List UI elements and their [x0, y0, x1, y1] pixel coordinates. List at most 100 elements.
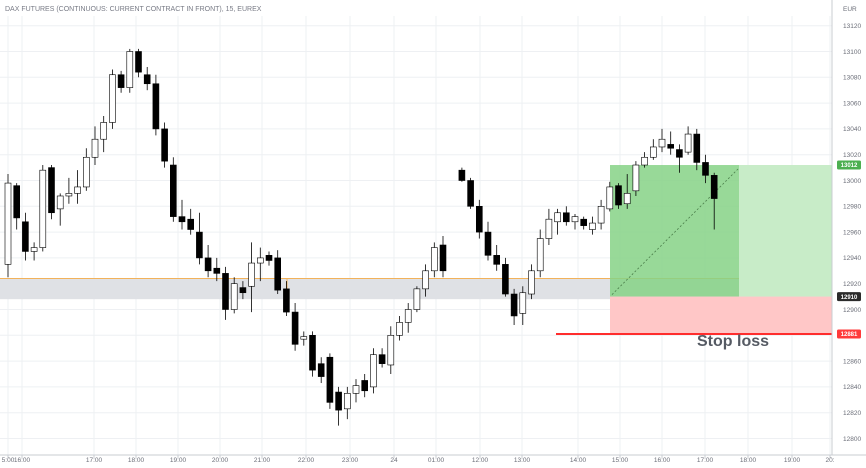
- y-tick-label: 12980: [843, 204, 861, 211]
- candle-body: [239, 287, 247, 294]
- candle-body: [378, 354, 386, 364]
- y-tick-label: 12900: [843, 307, 861, 314]
- candle-body: [317, 363, 325, 377]
- candle-body: [56, 195, 64, 210]
- candle-body: [493, 255, 501, 265]
- candle-body: [309, 334, 316, 371]
- candle-body: [676, 149, 683, 158]
- candle-body: [65, 193, 73, 197]
- candle-body: [510, 293, 518, 317]
- candle-body: [404, 309, 412, 323]
- candle-body: [623, 193, 631, 205]
- candle-body: [352, 385, 360, 394]
- candle-body: [413, 288, 421, 310]
- candle-body: [641, 156, 648, 166]
- candle-body: [467, 180, 474, 207]
- x-tick-label: 15:00: [612, 457, 629, 464]
- x-tick-label: 13:00: [514, 457, 531, 464]
- y-tick-label: 13100: [843, 49, 861, 56]
- x-tick-label: 16:00: [654, 457, 671, 464]
- candle-body: [693, 133, 701, 163]
- x-tick-label: 18:00: [740, 457, 757, 464]
- candle-body: [300, 336, 308, 340]
- candle-body: [283, 288, 290, 313]
- x-tick-label: 17:00: [86, 457, 103, 464]
- candles: [4, 48, 718, 426]
- candle-body: [580, 218, 588, 226]
- candle-body: [22, 221, 29, 252]
- candle-body: [83, 156, 90, 188]
- y-tick-label: 12860: [843, 358, 861, 365]
- y-tick-label: 13080: [843, 75, 861, 82]
- x-tick-label: 16:00: [14, 457, 31, 464]
- candle-body: [213, 267, 221, 274]
- candle-body: [502, 264, 509, 295]
- candle-body: [370, 354, 377, 388]
- candle-body: [589, 222, 596, 230]
- y-tick-label: 12820: [843, 410, 861, 417]
- candle-body: [230, 283, 238, 310]
- x-tick-label: 5:00: [2, 457, 15, 464]
- x-tick-label: 20:00: [212, 457, 229, 464]
- x-tick-label: 19:00: [784, 457, 801, 464]
- profit-zone-light: [739, 165, 832, 297]
- candle-body: [343, 393, 351, 410]
- candle-body: [126, 51, 134, 88]
- candle-body: [615, 185, 622, 206]
- candle-body: [702, 162, 709, 176]
- candle-body: [265, 255, 273, 261]
- candle-body: [30, 247, 38, 252]
- candle-body: [562, 212, 570, 223]
- candle-body: [170, 164, 177, 217]
- x-tick-label: 12:00: [472, 457, 489, 464]
- currency-label: EUR: [843, 6, 857, 13]
- price-axis[interactable]: 1280012820128401286012880129001292012940…: [837, 23, 861, 443]
- y-tick-label: 13040: [843, 126, 861, 133]
- x-tick-label: 18:00: [128, 457, 145, 464]
- y-tick-label: 13060: [843, 100, 861, 107]
- x-tick-label: 22:00: [298, 457, 315, 464]
- candle-body: [135, 51, 142, 73]
- stop-price-badge-label: 12881: [841, 332, 858, 338]
- candle-body: [536, 238, 544, 272]
- x-tick-label: 20:: [825, 457, 834, 464]
- time-axis[interactable]: 5:00 16:00 17:00 18:00 19:00 20:00 21:00 22:00 2…: [2, 455, 835, 464]
- candle-body: [361, 380, 369, 392]
- candle-body: [439, 244, 447, 272]
- candle-body: [484, 231, 492, 256]
- x-tick-label: 24: [390, 457, 398, 464]
- candle-body: [545, 218, 553, 239]
- stop-loss-annotation: Stop loss: [697, 333, 769, 350]
- candle-body: [91, 138, 99, 158]
- candle-body: [48, 167, 55, 214]
- candle-body: [519, 292, 527, 314]
- x-tick-label: 17:00: [697, 457, 714, 464]
- y-tick-label: 13000: [843, 178, 861, 185]
- x-tick-label: 14:00: [570, 457, 587, 464]
- candle-body: [475, 206, 483, 233]
- y-tick-label: 12940: [843, 255, 861, 262]
- entry-price-badge: [837, 292, 861, 302]
- candle-body: [109, 74, 116, 123]
- candle-body: [335, 391, 342, 411]
- loss-zone: [610, 296, 832, 335]
- y-tick-label: 12840: [843, 384, 861, 391]
- candle-body: [291, 311, 299, 345]
- candle-body: [458, 169, 466, 181]
- candle-body: [684, 133, 692, 153]
- candle-body: [39, 169, 47, 248]
- y-tick-label: 13020: [843, 152, 861, 159]
- x-tick-label: 23:00: [342, 457, 359, 464]
- candle-body: [100, 122, 107, 140]
- y-tick-label: 12960: [843, 229, 861, 236]
- candle-body: [387, 334, 395, 366]
- candle-body: [222, 273, 229, 310]
- x-tick-label: 01:00: [428, 457, 445, 464]
- y-tick-label: 12800: [843, 436, 861, 443]
- target-price-badge-label: 13012: [841, 163, 858, 169]
- y-tick-label: 12920: [843, 281, 861, 288]
- candle-body: [597, 206, 605, 224]
- candle-body: [658, 138, 666, 148]
- candle-body: [649, 146, 657, 158]
